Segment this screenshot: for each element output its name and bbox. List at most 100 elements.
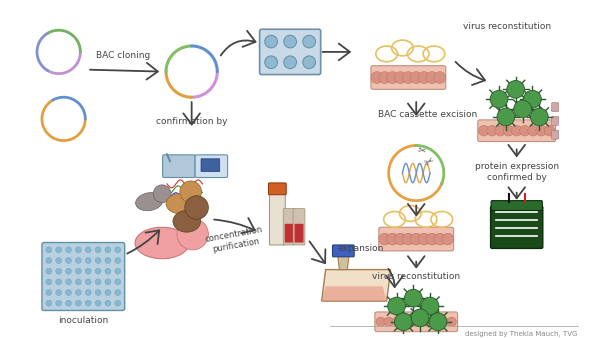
Text: ✂: ✂: [417, 144, 427, 155]
Circle shape: [520, 125, 530, 136]
FancyBboxPatch shape: [260, 29, 320, 75]
Circle shape: [544, 125, 555, 136]
Circle shape: [404, 289, 422, 307]
Polygon shape: [322, 286, 386, 301]
Circle shape: [442, 233, 454, 245]
Circle shape: [415, 317, 425, 327]
FancyBboxPatch shape: [371, 66, 446, 89]
Circle shape: [105, 268, 111, 274]
FancyBboxPatch shape: [332, 245, 354, 257]
Circle shape: [85, 247, 91, 253]
Circle shape: [507, 80, 524, 98]
Text: concentration
purification: concentration purification: [205, 225, 265, 255]
Circle shape: [434, 72, 446, 83]
Circle shape: [105, 290, 111, 295]
Circle shape: [284, 35, 296, 48]
Circle shape: [65, 258, 71, 263]
Circle shape: [105, 300, 111, 306]
Circle shape: [429, 313, 447, 331]
Circle shape: [418, 233, 430, 245]
Circle shape: [424, 317, 433, 327]
FancyBboxPatch shape: [491, 201, 542, 211]
Circle shape: [265, 35, 277, 48]
Circle shape: [105, 279, 111, 285]
Circle shape: [379, 72, 391, 83]
Polygon shape: [322, 270, 391, 301]
Ellipse shape: [173, 211, 200, 232]
Circle shape: [85, 279, 91, 285]
Circle shape: [56, 268, 62, 274]
Circle shape: [511, 125, 522, 136]
Circle shape: [105, 258, 111, 263]
Text: expansion: expansion: [337, 244, 384, 254]
Circle shape: [426, 72, 438, 83]
Circle shape: [403, 233, 414, 245]
Text: ✂: ✂: [424, 155, 437, 169]
Text: virus reconstitution: virus reconstitution: [372, 271, 460, 281]
Circle shape: [418, 72, 430, 83]
Circle shape: [115, 290, 121, 295]
Circle shape: [514, 100, 532, 118]
FancyBboxPatch shape: [293, 209, 305, 245]
Circle shape: [376, 317, 385, 327]
Circle shape: [85, 268, 91, 274]
Circle shape: [530, 108, 548, 126]
Circle shape: [56, 258, 62, 263]
Circle shape: [431, 317, 440, 327]
Circle shape: [95, 258, 101, 263]
Text: virus reconstitution: virus reconstitution: [463, 22, 551, 31]
Circle shape: [46, 258, 52, 263]
Circle shape: [76, 258, 82, 263]
Circle shape: [384, 317, 394, 327]
Circle shape: [185, 196, 208, 219]
Circle shape: [95, 290, 101, 295]
Circle shape: [284, 56, 296, 69]
Circle shape: [46, 300, 52, 306]
Circle shape: [65, 290, 71, 295]
Ellipse shape: [136, 193, 163, 211]
Circle shape: [46, 268, 52, 274]
Circle shape: [56, 300, 62, 306]
FancyBboxPatch shape: [295, 224, 304, 242]
Circle shape: [76, 300, 82, 306]
FancyBboxPatch shape: [201, 159, 220, 172]
FancyBboxPatch shape: [283, 209, 295, 245]
Circle shape: [85, 258, 91, 263]
Circle shape: [115, 279, 121, 285]
FancyBboxPatch shape: [163, 155, 195, 177]
Circle shape: [371, 72, 383, 83]
Text: protein expression
confirmed by: protein expression confirmed by: [475, 162, 559, 182]
Circle shape: [46, 290, 52, 295]
FancyBboxPatch shape: [375, 312, 458, 332]
Circle shape: [503, 125, 514, 136]
Circle shape: [115, 258, 121, 263]
Circle shape: [400, 317, 409, 327]
Circle shape: [265, 56, 277, 69]
Circle shape: [56, 279, 62, 285]
Circle shape: [379, 233, 391, 245]
FancyBboxPatch shape: [551, 116, 559, 125]
Circle shape: [426, 233, 438, 245]
Circle shape: [76, 268, 82, 274]
Circle shape: [412, 309, 429, 327]
Circle shape: [392, 317, 401, 327]
FancyBboxPatch shape: [268, 183, 286, 195]
Circle shape: [421, 297, 439, 315]
Circle shape: [524, 90, 541, 108]
Circle shape: [495, 125, 506, 136]
FancyBboxPatch shape: [478, 120, 556, 142]
Circle shape: [487, 125, 497, 136]
Circle shape: [65, 279, 71, 285]
Circle shape: [95, 268, 101, 274]
Circle shape: [115, 247, 121, 253]
Circle shape: [303, 56, 316, 69]
Circle shape: [95, 279, 101, 285]
Circle shape: [388, 297, 406, 315]
Circle shape: [65, 268, 71, 274]
Circle shape: [395, 72, 406, 83]
FancyBboxPatch shape: [285, 224, 293, 242]
Circle shape: [65, 300, 71, 306]
Circle shape: [95, 300, 101, 306]
Circle shape: [105, 247, 111, 253]
FancyBboxPatch shape: [491, 206, 543, 248]
